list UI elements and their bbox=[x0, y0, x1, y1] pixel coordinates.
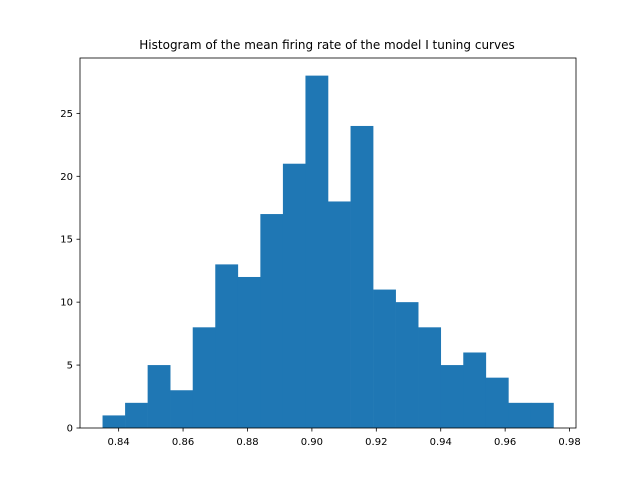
x-tick-label: 0.88 bbox=[236, 437, 258, 448]
x-tick-label: 0.86 bbox=[172, 437, 194, 448]
y-tick-label: 20 bbox=[60, 172, 73, 183]
histogram-bar bbox=[373, 289, 396, 428]
histogram-bar bbox=[440, 365, 464, 428]
x-tick-label: 0.84 bbox=[108, 437, 130, 448]
histogram-bar bbox=[102, 415, 126, 428]
histogram-bar bbox=[192, 327, 216, 428]
x-tick-label: 0.96 bbox=[494, 437, 516, 448]
histogram-bar bbox=[463, 352, 487, 428]
histogram-bar bbox=[395, 302, 419, 428]
x-tick-label: 0.94 bbox=[430, 437, 452, 448]
x-axis: 0.84 0.86 0.88 0.90 0.92 0.94 0.96 0.98 bbox=[108, 428, 581, 448]
y-tick-label: 15 bbox=[60, 235, 73, 246]
x-tick-label: 0.92 bbox=[365, 437, 387, 448]
plot-frame bbox=[79, 57, 577, 429]
chart-title: Histogram of the mean firing rate of the… bbox=[139, 38, 514, 52]
histogram-bar bbox=[237, 276, 261, 428]
y-tick-label: 10 bbox=[60, 298, 73, 309]
histogram-bar bbox=[350, 125, 374, 429]
histogram-bar bbox=[418, 327, 442, 428]
histogram-bar bbox=[508, 402, 532, 428]
histogram-bar bbox=[282, 163, 306, 428]
y-tick-label: 0 bbox=[67, 424, 73, 435]
y-axis: 0 5 10 15 20 25 bbox=[60, 109, 80, 435]
histogram-bar bbox=[147, 365, 171, 428]
bars-group bbox=[102, 75, 554, 429]
histogram-bar bbox=[125, 402, 148, 428]
y-tick-label: 25 bbox=[60, 109, 73, 120]
histogram-bar bbox=[485, 377, 509, 428]
x-tick-label: 0.90 bbox=[301, 437, 323, 448]
histogram-bar bbox=[170, 390, 194, 428]
y-tick-label: 5 bbox=[67, 361, 73, 372]
histogram-bar bbox=[260, 214, 284, 428]
histogram-bar bbox=[305, 75, 329, 428]
histogram-bar bbox=[215, 264, 239, 428]
histogram-bar bbox=[530, 402, 554, 428]
x-tick-label: 0.98 bbox=[558, 437, 580, 448]
histogram-bar bbox=[328, 201, 351, 428]
